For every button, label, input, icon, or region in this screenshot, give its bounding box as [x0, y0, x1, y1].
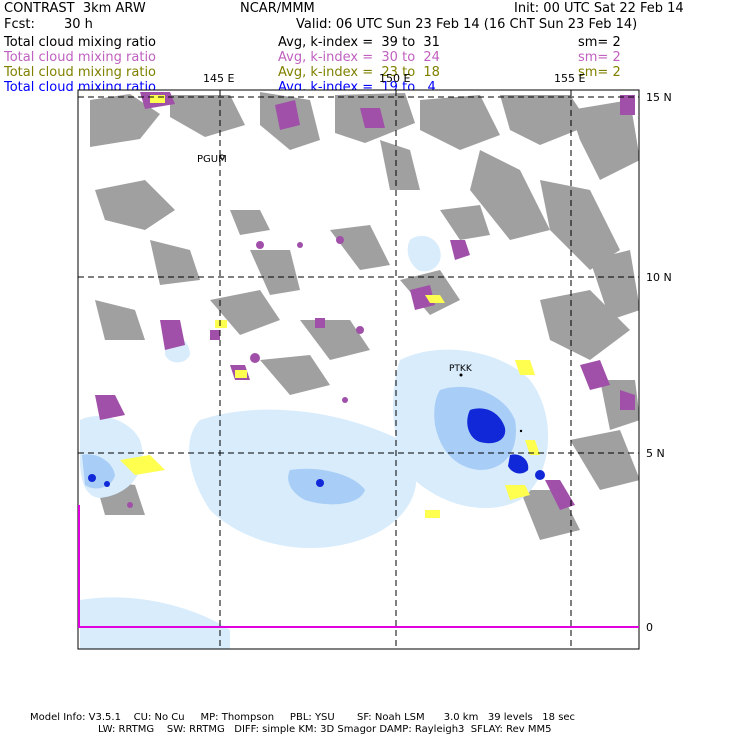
lat-label-0: 0 — [646, 621, 653, 634]
map-border — [77, 89, 640, 650]
valid-time: Valid: 06 UTC Sun 23 Feb 14 (16 ChT Sun … — [296, 17, 638, 32]
field-name-1: Total cloud mixing ratio — [4, 35, 157, 50]
lat-label-10n: 10 N — [646, 271, 672, 284]
lowmid-cloud-field — [120, 95, 540, 518]
org-label: NCAR/MMM — [240, 1, 315, 16]
forecast-hours: 30 h — [64, 17, 93, 32]
field-smooth-1: sm= 2 — [578, 35, 621, 50]
station-label-ptkk: PTKK — [449, 364, 473, 374]
station-marker-ptkk — [459, 373, 463, 377]
field-smooth-2: sm= 2 — [578, 50, 621, 65]
field-stat-1: Avg, k-index = 39 to 31 — [278, 35, 440, 50]
graticule — [78, 90, 639, 649]
station-marker-pgum — [219, 154, 225, 160]
model-title: CONTRAST 3km ARW — [4, 1, 146, 16]
high-cloud-field — [90, 92, 639, 540]
station-marker-island — [519, 429, 523, 433]
lat-label-15n: 15 N — [646, 91, 672, 104]
field-name-3: Total cloud mixing ratio — [4, 65, 157, 80]
lat-label-5n: 5 N — [646, 447, 665, 460]
cloud-field-layer — [78, 90, 639, 649]
station-label-pgum: PGUM — [197, 154, 227, 165]
field-name-2: Total cloud mixing ratio — [4, 50, 157, 65]
lon-label-145e: 145 E — [203, 72, 234, 85]
domain-boundary — [78, 505, 639, 628]
footer-physics-info: LW: RRTMG SW: RRTMG DIFF: simple KM: 3D … — [98, 724, 552, 735]
field-stat-3: Avg, k-index = 23 to 18 — [278, 65, 440, 80]
field-stat-2: Avg, k-index = 30 to 24 — [278, 50, 440, 65]
lon-label-150e: 150 E — [379, 72, 410, 85]
station-markers — [219, 154, 523, 433]
low-cloud-dense — [88, 408, 545, 487]
forecast-label: Fcst: — [4, 17, 35, 32]
init-time: Init: 00 UTC Sat 22 Feb 14 — [514, 1, 684, 16]
mid-cloud-field — [95, 92, 635, 510]
lon-label-155e: 155 E — [554, 72, 585, 85]
footer-model-info: Model Info: V3.5.1 CU: No Cu MP: Thompso… — [30, 712, 576, 723]
field-smooth-3: sm= 2 — [578, 65, 621, 80]
